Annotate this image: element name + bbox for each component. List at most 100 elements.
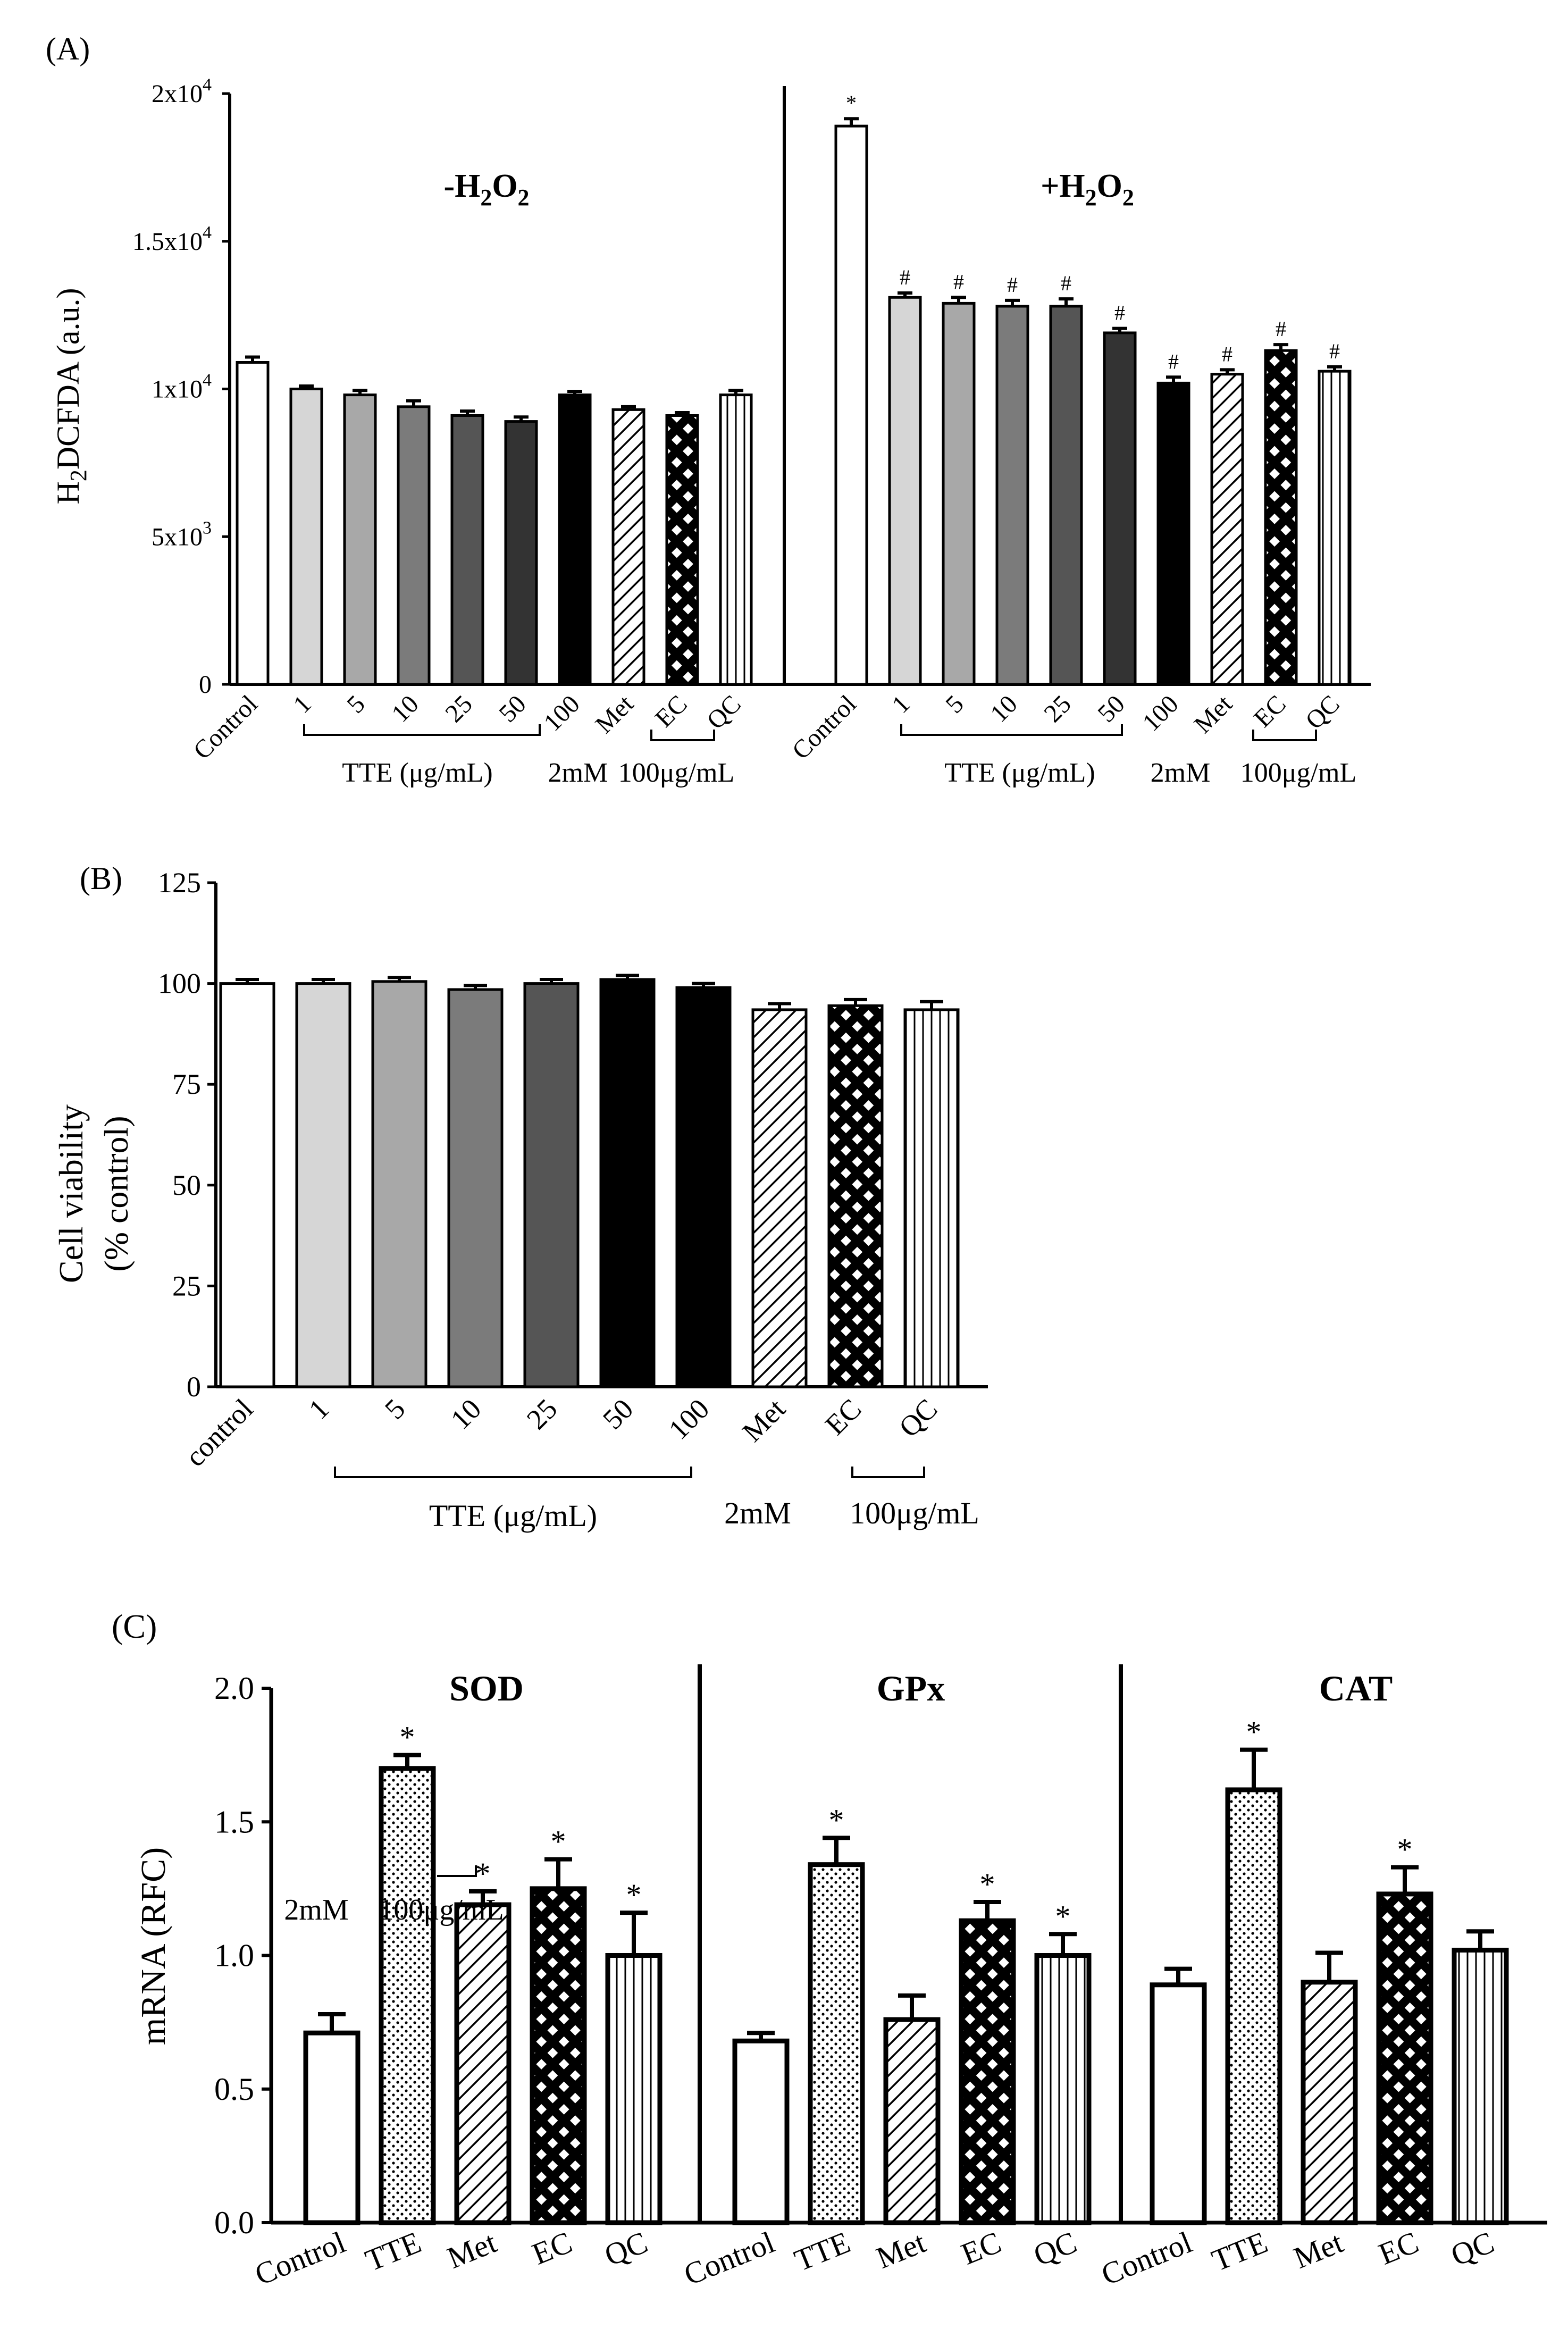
panel-a-significance-mark: * xyxy=(846,91,857,115)
panel-b-category-label: QC xyxy=(893,1393,943,1443)
panel-b-y-tick-label: 50 xyxy=(172,1169,201,1201)
panel-a-plus-met-label: 2mM xyxy=(1151,758,1211,788)
panel-a-significance-mark: # xyxy=(1222,342,1232,366)
panel-a-bar-plus-1 xyxy=(888,296,922,686)
panel-a-y-tick-label: 0 xyxy=(199,671,212,699)
panel-b-bar-5 xyxy=(371,980,427,1388)
panel-c-category-label: Met xyxy=(442,2225,501,2275)
panel-a-category-label: 25 xyxy=(1038,690,1076,727)
panel-b-y-tick-label: 25 xyxy=(172,1270,201,1302)
panel-a-bar-minus-1 xyxy=(289,388,323,686)
panel-a-y-tick-label: 5x103 xyxy=(152,518,212,551)
panel-a-bar-plus-5 xyxy=(942,301,976,686)
panel-a-bar-plus-control xyxy=(834,124,868,686)
panel-a-category-label: Met xyxy=(1189,690,1238,739)
panel-a-significance-mark: # xyxy=(1276,317,1286,341)
panel-c-y-tick-label: 1.0 xyxy=(214,1938,254,1973)
panel-a-bar-minus-5 xyxy=(343,393,377,686)
panel-b-met-label: 2mM xyxy=(724,1496,791,1530)
panel-b-bar-100 xyxy=(675,986,732,1388)
panel-c-bar-gpx-met xyxy=(883,2017,941,2225)
panel-b-bar-10 xyxy=(447,988,504,1388)
panel-a-bars: * # # # # # # # # # xyxy=(236,91,1352,686)
panel-b-category-label: 25 xyxy=(521,1393,564,1436)
panel-b-y-tick-label: 0 xyxy=(187,1371,201,1403)
panel-c-title-sod: SOD xyxy=(449,1668,524,1708)
panel-b-category-label: 100 xyxy=(663,1393,716,1446)
panel-a-minus-ecqc-label: 100μg/mL xyxy=(618,758,735,788)
panel-a-plus-tte-label: TTE (μg/mL) xyxy=(944,758,1095,788)
panel-a-significance-mark: # xyxy=(1114,301,1125,325)
panel-c-title-cat: CAT xyxy=(1319,1668,1393,1708)
svg-text:+H2O2: +H2O2 xyxy=(1041,168,1134,211)
panel-b-y-axis-label-line2: (% control) xyxy=(97,1116,135,1271)
panel-c-bar-gpx-ec xyxy=(959,1918,1016,2225)
panel-c-category-labels: Control TTE Met EC QC Control TTE Met EC QC Contro… xyxy=(250,2225,1499,2292)
panel-a-y-ticks: 0 5x103 1x104 1.5x104 2x104 xyxy=(132,75,230,699)
panel-b-label: (B) xyxy=(80,861,122,896)
panel-a-plus-ecqc-bracket xyxy=(1252,730,1317,741)
panel-b-category-label: 10 xyxy=(445,1393,488,1436)
panel-a-title-plus: +H2O2 xyxy=(1041,168,1134,211)
panel-c-label: (C) xyxy=(112,1607,157,1645)
panel-c-category-label: Control xyxy=(1096,2225,1197,2292)
panel-a-y-tick-label: 2x104 xyxy=(152,75,212,108)
panel-b: (B) Cell viability (% control) 0 25 50 75 10… xyxy=(52,861,988,1533)
panel-c-category-label: Met xyxy=(871,2225,930,2275)
panel-b-ecqc-label: 100μg/mL xyxy=(850,1496,979,1530)
panel-b-category-labels: control 1 5 10 25 50 100 Met EC QC xyxy=(179,1393,944,1473)
panel-c-y-tick-label: 1.5 xyxy=(214,1804,254,1839)
panel-a-plus-tte-bracket xyxy=(900,724,1123,736)
panel-b-y-axis-label-line1: Cell viability xyxy=(52,1104,90,1283)
panel-c-category-label: EC xyxy=(1374,2225,1423,2272)
panel-c-category-label: Control xyxy=(250,2225,350,2292)
panel-a: (A) -H2O2 +H2O2 H2DCFDA (a.u.) 0 5x103 1x1… xyxy=(46,31,1371,788)
panel-b-y-tick-label: 100 xyxy=(158,968,201,1000)
panel-b-tte-bracket xyxy=(334,1467,692,1478)
panel-b-category-label: 5 xyxy=(379,1393,412,1426)
panel-c-bar-gpx-control xyxy=(732,2038,790,2225)
panel-a-category-label: Control xyxy=(787,690,862,765)
panel-a-significance-mark: # xyxy=(1329,339,1340,363)
panel-a-bar-plus-10 xyxy=(995,305,1029,686)
panel-a-category-label: 1 xyxy=(886,690,915,718)
panel-b-bar-control xyxy=(219,982,275,1388)
panel-a-bar-minus-50 xyxy=(504,420,538,686)
panel-c-bar-gpx-qc xyxy=(1034,1953,1092,2225)
panel-a-title-minus: -H2O2 xyxy=(443,168,529,211)
panel-a-category-label: Control xyxy=(188,690,263,765)
panel-c-bar-cat-met xyxy=(1301,1980,1358,2225)
panel-a-bar-plus-ec xyxy=(1264,349,1298,686)
panel-c-significance-mark: * xyxy=(1397,1832,1413,1867)
panel-b-category-label: 50 xyxy=(597,1393,640,1436)
panel-a-y-tick-label: 1x104 xyxy=(152,371,212,404)
panel-c-bar-gpx-tte xyxy=(808,1862,865,2225)
panel-a-bar-plus-50 xyxy=(1103,331,1137,686)
panel-c-bar-cat-tte xyxy=(1225,1787,1282,2225)
panel-a-bar-plus-met xyxy=(1210,373,1244,686)
panel-c-y-ticks: 0.0 0.5 1.0 1.5 2.0 xyxy=(214,1671,271,2240)
panel-a-significance-mark: # xyxy=(900,265,910,289)
panel-c: (C) mRNA (RFC) SOD GPx CAT 0.0 0.5 1.0 1.5 2… xyxy=(112,1607,1547,2292)
panel-b-y-tick-label: 75 xyxy=(172,1068,201,1100)
panel-a-minus-tte-bracket xyxy=(303,724,541,736)
panel-b-bar-met xyxy=(751,1008,808,1388)
panel-a-significance-mark: # xyxy=(1007,273,1018,297)
panel-c-y-tick-label: 0.5 xyxy=(214,2072,254,2107)
panel-b-tte-label: TTE (μg/mL) xyxy=(429,1498,597,1533)
panel-c-category-label: QC xyxy=(1029,2225,1081,2273)
panel-a-y-tick-label: 1.5x104 xyxy=(132,223,212,256)
panel-c-bar-sod-met xyxy=(454,1902,512,2225)
panel-a-significance-mark: # xyxy=(1168,349,1179,373)
panel-b-y-ticks: 0 25 50 75 100 125 xyxy=(158,867,216,1403)
panel-a-significance-mark: # xyxy=(953,270,964,294)
panel-c-y-axis-label: mRNA (RFC) xyxy=(134,1847,173,2045)
panel-c-stray-bracket xyxy=(437,1865,477,1877)
panel-a-minus-tte-label: TTE (μg/mL) xyxy=(342,758,492,788)
panel-c-significance-mark: * xyxy=(1055,1899,1071,1933)
panel-c-category-label: TTE xyxy=(360,2225,426,2278)
panel-a-group-labels: TTE (μg/mL) 2mM 100μg/mL TTE (μg/mL) 2mM… xyxy=(303,724,1356,788)
panel-a-bar-minus-ec xyxy=(665,414,699,686)
panel-c-bars: * * * * * * * * * xyxy=(303,1715,1509,2225)
panel-a-bar-minus-10 xyxy=(397,405,431,686)
